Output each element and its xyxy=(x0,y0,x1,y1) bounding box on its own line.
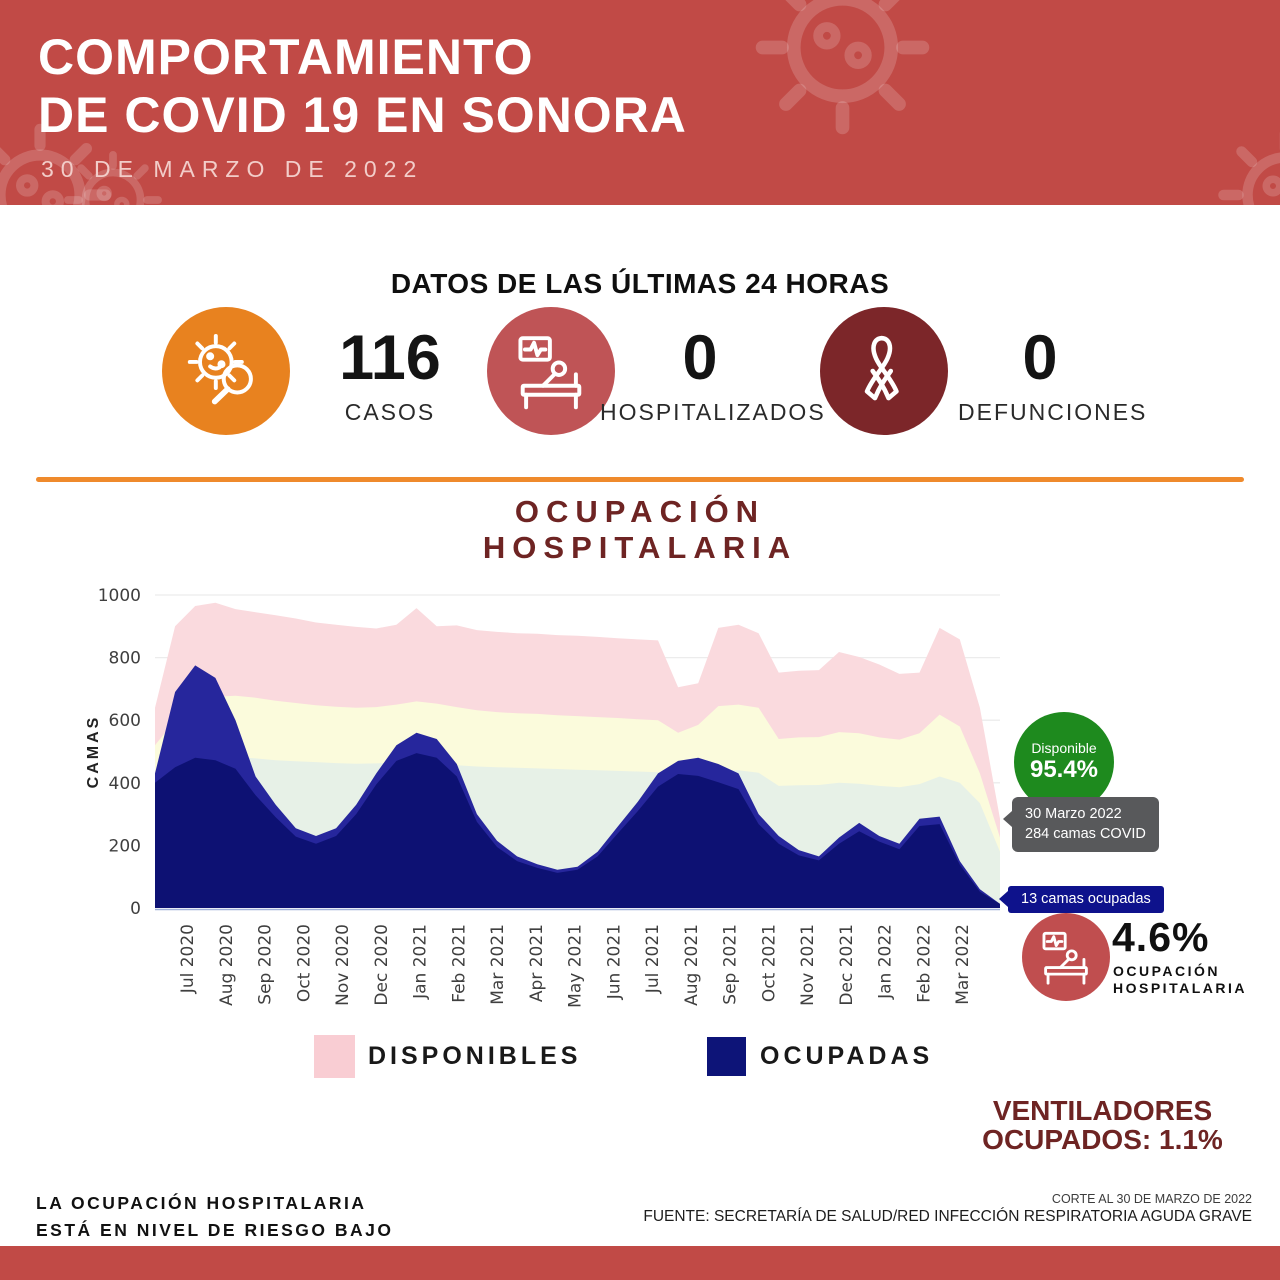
svg-text:Dec 2021: Dec 2021 xyxy=(837,924,857,1006)
hospital-occupancy-chart: 0 200 400 600 800 1000 Jul 2020 Aug 2020 Sep 202… xyxy=(85,586,1000,1008)
legend-swatch-disponibles xyxy=(314,1035,355,1078)
svg-text:Dec 2020: Dec 2020 xyxy=(372,924,392,1006)
occupancy-label-line2: HOSPITALARIA xyxy=(1113,980,1247,996)
deaths-value: 0 xyxy=(1022,323,1058,393)
svg-text:Mar 2022: Mar 2022 xyxy=(953,924,973,1005)
svg-text:600: 600 xyxy=(109,711,141,731)
svg-text:Oct 2020: Oct 2020 xyxy=(294,924,314,1002)
svg-text:Jul 2021: Jul 2021 xyxy=(643,924,663,994)
source-block: CORTE AL 30 DE MARZO DE 2022 FUENTE: SEC… xyxy=(643,1192,1252,1226)
report-date: 30 DE MARZO DE 2022 xyxy=(41,156,424,182)
hospital-bed-icon xyxy=(1042,931,1088,985)
svg-text:Mar 2021: Mar 2021 xyxy=(488,924,508,1005)
cases-value: 116 xyxy=(339,323,441,393)
ventilators-line1: VENTILADORES xyxy=(992,1095,1213,1126)
cases-stat-circle xyxy=(162,307,290,435)
svg-text:Sep 2021: Sep 2021 xyxy=(721,924,741,1005)
svg-text:1000: 1000 xyxy=(98,586,141,606)
legend-label-disponibles: DISPONIBLES xyxy=(368,1042,582,1070)
deaths-label: DEFUNCIONES xyxy=(958,399,1148,425)
svg-text:Feb 2021: Feb 2021 xyxy=(449,924,469,1003)
svg-text:Oct 2021: Oct 2021 xyxy=(759,924,779,1002)
risk-level-note: LA OCUPACIÓN HOSPITALARIA ESTÁ EN NIVEL … xyxy=(36,1190,394,1244)
svg-text:Jul 2020: Jul 2020 xyxy=(178,924,198,994)
hospitalized-stat-circle xyxy=(487,307,615,435)
virus-decoration-icon xyxy=(1210,120,1280,205)
available-badge-label: Disponible xyxy=(1031,740,1097,756)
stats-section-title: DATOS DE LAS ÚLTIMAS 24 HORAS xyxy=(390,268,890,299)
chart-title-line2: HOSPITALARIA xyxy=(482,530,798,565)
occupied-tooltip: 13 camas ocupadas xyxy=(999,886,1164,913)
svg-text:200: 200 xyxy=(109,836,141,856)
hospitalized-value: 0 xyxy=(682,323,718,393)
header-banner: COMPORTAMIENTO DE COVID 19 EN SONORA 30 … xyxy=(0,0,1280,205)
tooltip-pointer xyxy=(1003,811,1012,827)
occupied-tooltip-text: 13 camas ocupadas xyxy=(1021,891,1151,907)
occupancy-label: OCUPACIÓN HOSPITALARIA xyxy=(1113,963,1247,997)
risk-line2: ESTÁ EN NIVEL DE RIESGO BAJO xyxy=(36,1220,394,1240)
svg-text:Apr 2021: Apr 2021 xyxy=(527,924,547,1002)
page-title-line2: DE COVID 19 EN SONORA xyxy=(38,87,687,143)
tooltip-pointer xyxy=(999,891,1008,907)
svg-text:May 2021: May 2021 xyxy=(566,924,586,1008)
footer-bar xyxy=(0,1246,1280,1280)
svg-text:CAMAS: CAMAS xyxy=(85,715,102,789)
chart-title-line1: OCUPACIÓN xyxy=(514,494,766,529)
svg-text:Sep 2020: Sep 2020 xyxy=(256,924,276,1005)
hospitalized-label: HOSPITALIZADOS xyxy=(600,399,826,425)
svg-text:Jun 2021: Jun 2021 xyxy=(604,924,624,1000)
awareness-ribbon-icon xyxy=(864,335,899,401)
svg-text:Feb 2022: Feb 2022 xyxy=(914,924,934,1003)
deaths-stat-circle xyxy=(820,307,948,435)
virus-decoration-icon xyxy=(745,0,940,145)
ventilators-stat: VENTILADORES OCUPADOS: 1.1% xyxy=(980,1096,1225,1154)
cases-label: CASOS xyxy=(344,399,436,425)
svg-text:400: 400 xyxy=(109,774,141,794)
ventilators-line2: OCUPADOS: 1.1% xyxy=(982,1124,1223,1155)
svg-text:0: 0 xyxy=(130,899,141,919)
svg-text:Jan 2022: Jan 2022 xyxy=(876,924,896,1000)
occupancy-label-line1: OCUPACIÓN xyxy=(1113,963,1221,979)
page-title-line1: COMPORTAMIENTO xyxy=(38,29,534,85)
date-tooltip: 30 Marzo 2022 284 camas COVID xyxy=(1003,797,1159,852)
svg-text:Jan 2021: Jan 2021 xyxy=(411,924,431,1000)
available-badge-value: 95.4% xyxy=(1029,756,1099,783)
legend-label-ocupadas: OCUPADAS xyxy=(760,1042,934,1070)
occupancy-value: 4.6% xyxy=(1112,914,1210,960)
chart-section-title: OCUPACIÓN HOSPITALARIA xyxy=(0,494,1280,566)
occupancy-badge-circle xyxy=(1022,913,1110,1001)
virus-search-icon xyxy=(187,333,253,405)
risk-line1: LA OCUPACIÓN HOSPITALARIA xyxy=(36,1193,367,1213)
date-tooltip-line2: 284 camas COVID xyxy=(1025,826,1146,842)
data-source: FUENTE: SECRETARÍA DE SALUD/RED INFECCIÓ… xyxy=(643,1208,1252,1225)
cutoff-date: CORTE AL 30 DE MARZO DE 2022 xyxy=(1051,1192,1252,1206)
available-badge: Disponible 95.4% xyxy=(1014,712,1114,812)
page-title: COMPORTAMIENTO DE COVID 19 EN SONORA xyxy=(38,28,687,144)
svg-text:Nov 2021: Nov 2021 xyxy=(798,924,818,1006)
svg-text:800: 800 xyxy=(109,649,141,669)
legend-swatch-ocupadas xyxy=(707,1037,746,1076)
svg-text:Nov 2020: Nov 2020 xyxy=(333,924,353,1006)
orange-divider xyxy=(36,477,1244,482)
svg-text:Aug 2020: Aug 2020 xyxy=(217,924,237,1006)
hospital-bed-icon xyxy=(518,336,582,410)
svg-text:Aug 2021: Aug 2021 xyxy=(682,924,702,1006)
date-tooltip-line1: 30 Marzo 2022 xyxy=(1025,806,1122,822)
